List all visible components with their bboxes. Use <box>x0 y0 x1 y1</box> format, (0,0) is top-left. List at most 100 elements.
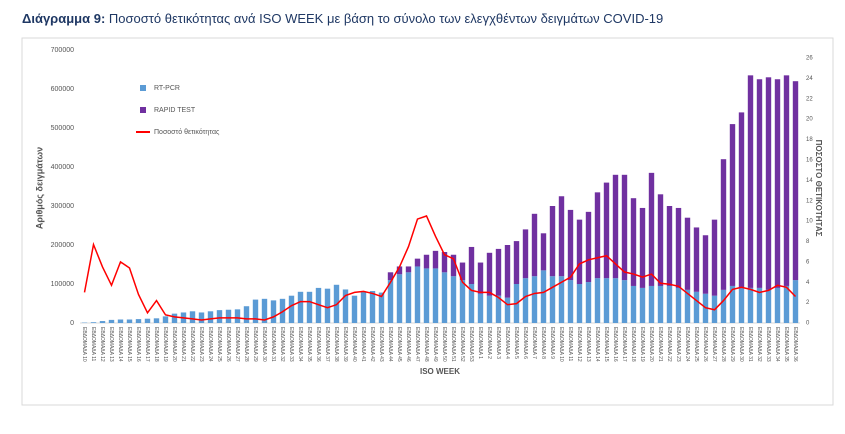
x-tick-label: ΕΒΔΟΜΑΔΑ 18 <box>153 327 159 362</box>
x-tick-label: ΕΒΔΟΜΑΔΑ 10 <box>81 327 87 362</box>
x-tick-label: ΕΒΔΟΜΑΔΑ 21 <box>180 327 186 362</box>
bar-segment <box>721 159 726 290</box>
x-tick-label: ΕΒΔΟΜΑΔΑ 10 <box>558 327 564 362</box>
bar-segment <box>550 206 555 276</box>
y2-tick-label: 22 <box>806 96 813 102</box>
bar-segment <box>361 292 366 323</box>
bar-segment <box>496 249 501 296</box>
bar-segment <box>433 251 438 269</box>
bar-segment <box>694 227 699 291</box>
y2-tick-label: 8 <box>806 239 810 245</box>
y2-tick-label: 18 <box>806 137 813 143</box>
bar-segment <box>406 266 411 272</box>
bar-segment <box>370 291 375 323</box>
x-tick-label: ΕΒΔΟΜΑΔΑ 28 <box>720 327 726 362</box>
bar-segment <box>604 278 609 323</box>
bar-segment <box>586 212 591 282</box>
bar-segment <box>433 268 438 323</box>
bar-segment <box>766 290 771 323</box>
x-tick-label: ΕΒΔΟΜΑΔΑ 14 <box>117 327 123 362</box>
bar-segment <box>505 245 510 298</box>
x-tick-label: ΕΒΔΟΜΑΔΑ 43 <box>378 327 384 362</box>
bar-segment <box>595 192 600 278</box>
x-tick-label: ΕΒΔΟΜΑΔΑ 19 <box>639 327 645 362</box>
y2-tick-label: 14 <box>806 178 813 184</box>
legend-swatch <box>140 85 146 91</box>
bar-segment <box>622 280 627 323</box>
bar-segment <box>784 286 789 323</box>
bar-segment <box>631 198 636 286</box>
bar-segment <box>406 272 411 323</box>
x-tick-label: ΕΒΔΟΜΑΔΑ 29 <box>252 327 258 362</box>
x-tick-label: ΕΒΔΟΜΑΔΑ 25 <box>693 327 699 362</box>
bar-segment <box>694 292 699 323</box>
bar-segment <box>757 79 762 288</box>
x-tick-label: ΕΒΔΟΜΑΔΑ 23 <box>198 327 204 362</box>
x-tick-label: ΕΒΔΟΜΑΔΑ 6 <box>522 327 528 359</box>
x-tick-label: ΕΒΔΟΜΑΔΑ 31 <box>747 327 753 362</box>
x-tick-label: ΕΒΔΟΜΑΔΑ 36 <box>315 327 321 362</box>
bar-segment <box>604 183 609 279</box>
legend-label: RAPID TEST <box>154 107 196 114</box>
x-tick-label: ΕΒΔΟΜΑΔΑ 42 <box>369 327 375 362</box>
bar-segment <box>748 75 753 288</box>
bar-segment <box>640 288 645 323</box>
x-tick-label: ΕΒΔΟΜΑΔΑ 48 <box>423 327 429 362</box>
y-tick-label: 500000 <box>51 125 74 132</box>
legend-label: Ποσοστό θετικότητας <box>154 128 220 136</box>
x-tick-label: ΕΒΔΟΜΑΔΑ 37 <box>324 327 330 362</box>
bar-segment <box>424 255 429 269</box>
bar-segment <box>289 296 294 323</box>
x-tick-label: ΕΒΔΟΜΑΔΑ 22 <box>189 327 195 362</box>
bar-segment <box>244 306 249 323</box>
bar-segment <box>298 292 303 323</box>
bar-segment <box>352 296 357 323</box>
bar-segment <box>199 312 204 323</box>
x-axis-label: ISO WEEK <box>420 367 460 376</box>
bar-segment <box>523 278 528 323</box>
bar-segment <box>145 319 150 323</box>
x-tick-label: ΕΒΔΟΜΑΔΑ 9 <box>549 327 555 359</box>
bar-segment <box>460 280 465 323</box>
x-tick-label: ΕΒΔΟΜΑΔΑ 20 <box>648 327 654 362</box>
bar-segment <box>307 292 312 323</box>
bar-segment <box>550 276 555 323</box>
title-label: Διάγραμμα 9: <box>22 11 105 26</box>
x-tick-label: ΕΒΔΟΜΑΔΑ 7 <box>531 327 537 359</box>
x-tick-label: ΕΒΔΟΜΑΔΑ 50 <box>441 327 447 362</box>
x-tick-label: ΕΒΔΟΜΑΔΑ 1 <box>477 327 483 359</box>
y2-tick-label: 16 <box>806 158 813 164</box>
bar-segment <box>172 314 177 323</box>
x-tick-label: ΕΒΔΟΜΑΔΑ 27 <box>711 327 717 362</box>
x-tick-label: ΕΒΔΟΜΑΔΑ 19 <box>162 327 168 362</box>
x-tick-label: ΕΒΔΟΜΑΔΑ 5 <box>513 327 519 359</box>
x-tick-label: ΕΒΔΟΜΑΔΑ 24 <box>207 327 213 362</box>
bar-segment <box>568 210 573 280</box>
y-tick-label: 100000 <box>51 281 74 288</box>
y2-tick-label: 10 <box>806 219 813 225</box>
x-tick-label: ΕΒΔΟΜΑΔΑ 20 <box>171 327 177 362</box>
bar-segment <box>631 286 636 323</box>
bar-segment <box>523 229 528 278</box>
x-tick-label: ΕΒΔΟΜΑΔΑ 21 <box>657 327 663 362</box>
bar-segment <box>793 280 798 323</box>
bar-segment <box>577 284 582 323</box>
x-tick-label: ΕΒΔΟΜΑΔΑ 30 <box>261 327 267 362</box>
x-tick-label: ΕΒΔΟΜΑΔΑ 46 <box>405 327 411 362</box>
y-tick-label: 600000 <box>51 86 74 93</box>
x-tick-label: ΕΒΔΟΜΑΔΑ 30 <box>738 327 744 362</box>
x-tick-label: ΕΒΔΟΜΑΔΑ 25 <box>216 327 222 362</box>
bar-segment <box>154 318 159 323</box>
bar-segment <box>226 310 231 323</box>
bar-segment <box>118 319 123 323</box>
bar-segment <box>478 294 483 323</box>
x-tick-label: ΕΒΔΟΜΑΔΑ 40 <box>351 327 357 362</box>
bar-segment <box>109 320 114 323</box>
bar-segment <box>487 296 492 323</box>
bar-segment <box>577 220 582 284</box>
bar-segment <box>595 278 600 323</box>
bar-segment <box>424 268 429 323</box>
x-tick-label: ΕΒΔΟΜΑΔΑ 14 <box>594 327 600 362</box>
x-tick-label: ΕΒΔΟΜΑΔΑ 35 <box>306 327 312 362</box>
x-tick-label: ΕΒΔΟΜΑΔΑ 35 <box>783 327 789 362</box>
